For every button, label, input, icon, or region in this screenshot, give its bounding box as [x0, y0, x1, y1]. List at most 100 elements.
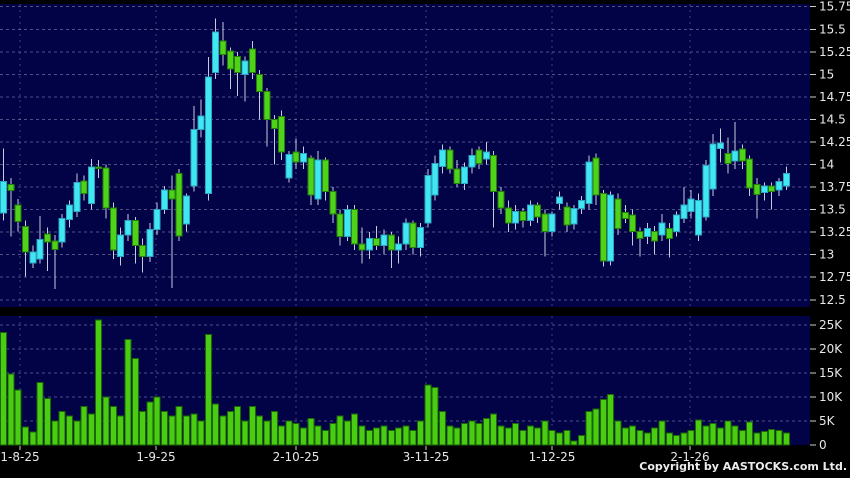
candle-down: [768, 185, 776, 193]
volume-bar: [343, 420, 351, 446]
volume-bar: [424, 384, 432, 446]
volume-bar: [124, 338, 132, 446]
volume-bar: [731, 425, 739, 446]
volume-bar: [87, 413, 95, 446]
candle-up: [658, 222, 666, 236]
candle-down: [307, 157, 315, 196]
candle-up: [29, 251, 37, 264]
volume-bar: [782, 432, 790, 446]
candle-down: [278, 116, 286, 153]
volume-bar: [724, 420, 732, 446]
candle-up: [680, 204, 688, 220]
candle-up: [716, 142, 724, 149]
volume-bar: [614, 420, 622, 446]
volume-bar: [321, 430, 329, 446]
date-axis-label: 1-12-25: [529, 450, 576, 464]
volume-bar: [643, 432, 651, 446]
volume-bar: [417, 420, 425, 446]
candle-up: [300, 153, 308, 163]
candle-down: [351, 209, 359, 245]
candle-down: [7, 183, 15, 192]
volume-bar: [219, 415, 227, 446]
candle-up: [695, 200, 703, 236]
volume-bar: [58, 410, 66, 446]
date-axis-label: 1-8-25: [0, 450, 39, 464]
volume-bar: [695, 419, 703, 446]
date-axis-label: 2-1-26: [670, 450, 709, 464]
volume-bar: [234, 406, 242, 446]
volume-bar: [117, 415, 125, 446]
candle-down: [475, 149, 483, 165]
volume-bar: [556, 432, 564, 446]
volume-bar: [534, 427, 542, 446]
volume-bar: [22, 426, 30, 446]
candle-up: [153, 209, 161, 230]
price-axis-label: 13.25: [819, 225, 850, 239]
candle-up: [424, 174, 432, 224]
candle-up: [460, 166, 468, 184]
volume-bar: [431, 386, 439, 446]
volume-bar: [204, 334, 212, 446]
volume-bar: [687, 430, 695, 446]
volume-bar: [0, 332, 8, 446]
candle-down: [109, 207, 117, 251]
volume-bar: [680, 432, 688, 446]
candle-down: [168, 189, 176, 200]
candle-up: [204, 76, 212, 194]
candle-up: [709, 143, 717, 190]
candle-down: [219, 40, 227, 55]
volume-bar: [716, 427, 724, 446]
volume-bar: [102, 396, 110, 446]
candle-down: [409, 222, 417, 248]
candle-up: [607, 194, 615, 262]
candle-up: [161, 189, 169, 211]
candle-down: [14, 204, 22, 222]
candle-down: [358, 243, 366, 251]
volume-bar: [746, 421, 754, 446]
candle-down: [453, 168, 461, 184]
volume-bar: [51, 420, 59, 446]
volume-axis-label: 5K: [819, 414, 836, 428]
candle-down: [504, 207, 512, 224]
candle-up: [468, 155, 476, 168]
candle-down: [336, 213, 344, 238]
candle-down: [248, 48, 256, 74]
volume-bar: [95, 319, 103, 446]
volume-axis-label: 10K: [819, 390, 843, 404]
volume-bar: [599, 398, 607, 446]
candle-down: [270, 118, 278, 129]
candle-down: [629, 214, 637, 232]
volume-bar: [651, 427, 659, 446]
volume-bar: [380, 425, 388, 446]
candle-down: [234, 55, 242, 74]
volume-bar: [497, 425, 505, 446]
candle-up: [585, 161, 593, 204]
candle-down: [329, 191, 337, 215]
candle-up: [241, 60, 249, 75]
volume-bar: [563, 430, 571, 446]
volume-bar: [256, 415, 264, 446]
candle-up: [439, 149, 446, 167]
candle-up: [731, 150, 739, 162]
volume-bar: [153, 396, 161, 446]
candle-down: [592, 157, 600, 196]
volume-bar: [65, 415, 73, 446]
volume-bar: [146, 401, 154, 446]
candle-up: [73, 182, 81, 212]
volume-bar: [702, 425, 710, 446]
candle-down: [446, 149, 454, 170]
candle-down: [621, 211, 629, 220]
volume-bar: [439, 410, 446, 446]
price-axis-label: 15.75: [819, 0, 850, 14]
price-axis-label: 14.75: [819, 90, 850, 104]
candle-down: [43, 233, 51, 243]
volume-bar: [80, 406, 88, 446]
volume-bar: [629, 425, 637, 446]
volume-bar: [658, 420, 666, 446]
candle-up: [417, 227, 425, 248]
candle-up: [182, 195, 190, 225]
volume-bar: [29, 431, 37, 446]
volume-bar: [519, 430, 527, 446]
volume-bar: [226, 410, 234, 446]
volume-bar: [446, 425, 454, 446]
